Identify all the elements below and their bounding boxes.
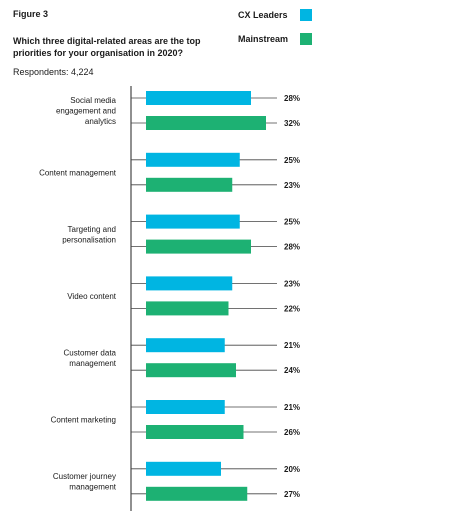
bar bbox=[146, 486, 248, 501]
legend-label-mainstream: Mainstream bbox=[238, 34, 289, 44]
category-label: Customer data bbox=[64, 348, 117, 357]
bar bbox=[146, 338, 225, 353]
bar bbox=[146, 425, 244, 439]
category-label: Targeting and bbox=[68, 225, 116, 234]
legend-item-mainstream: Mainstream bbox=[238, 33, 313, 45]
category-label: analytics bbox=[85, 117, 116, 126]
bar bbox=[146, 239, 251, 254]
category-label: engagement and bbox=[56, 107, 116, 116]
data-label: 28% bbox=[284, 243, 300, 252]
bar bbox=[146, 116, 266, 130]
data-label: 28% bbox=[284, 94, 300, 103]
data-label: 22% bbox=[284, 304, 300, 313]
category-label: Customer journey bbox=[53, 472, 116, 481]
data-label: 27% bbox=[284, 490, 300, 499]
data-label: 21% bbox=[284, 341, 300, 350]
bar bbox=[146, 301, 229, 316]
respondents-count: Respondents: 4,224 bbox=[13, 67, 94, 77]
bar bbox=[146, 363, 236, 378]
legend-swatch-mainstream bbox=[300, 33, 313, 45]
bar bbox=[146, 177, 233, 192]
data-label: 20% bbox=[284, 465, 300, 474]
legend-item-cx-leaders: CX Leaders bbox=[238, 9, 312, 21]
data-label: 26% bbox=[284, 428, 300, 437]
category-label: Video content bbox=[67, 292, 117, 301]
category-label: Content marketing bbox=[51, 416, 116, 425]
legend-label-cx-leaders: CX Leaders bbox=[238, 10, 288, 20]
bar bbox=[146, 400, 225, 414]
category-label: management bbox=[69, 483, 116, 492]
data-label: 23% bbox=[284, 181, 300, 190]
data-label: 32% bbox=[284, 119, 300, 128]
data-label: 21% bbox=[284, 403, 300, 412]
figure-label: Figure 3 bbox=[13, 9, 49, 19]
data-label: 25% bbox=[284, 218, 300, 227]
data-label: 25% bbox=[284, 156, 300, 165]
bar bbox=[146, 276, 233, 291]
legend-swatch-cx-leaders bbox=[299, 9, 312, 21]
category-label: management bbox=[69, 359, 116, 368]
bar bbox=[146, 461, 221, 476]
bar bbox=[146, 152, 240, 167]
category-label: Social media bbox=[70, 96, 116, 105]
bar bbox=[146, 214, 240, 229]
category-label: Content management bbox=[39, 168, 117, 177]
bar bbox=[146, 91, 251, 105]
chart-question: Which three digital-related areas are th… bbox=[13, 36, 201, 58]
data-label: 24% bbox=[284, 366, 300, 375]
category-label: personalisation bbox=[62, 235, 116, 244]
data-label: 23% bbox=[284, 279, 300, 288]
